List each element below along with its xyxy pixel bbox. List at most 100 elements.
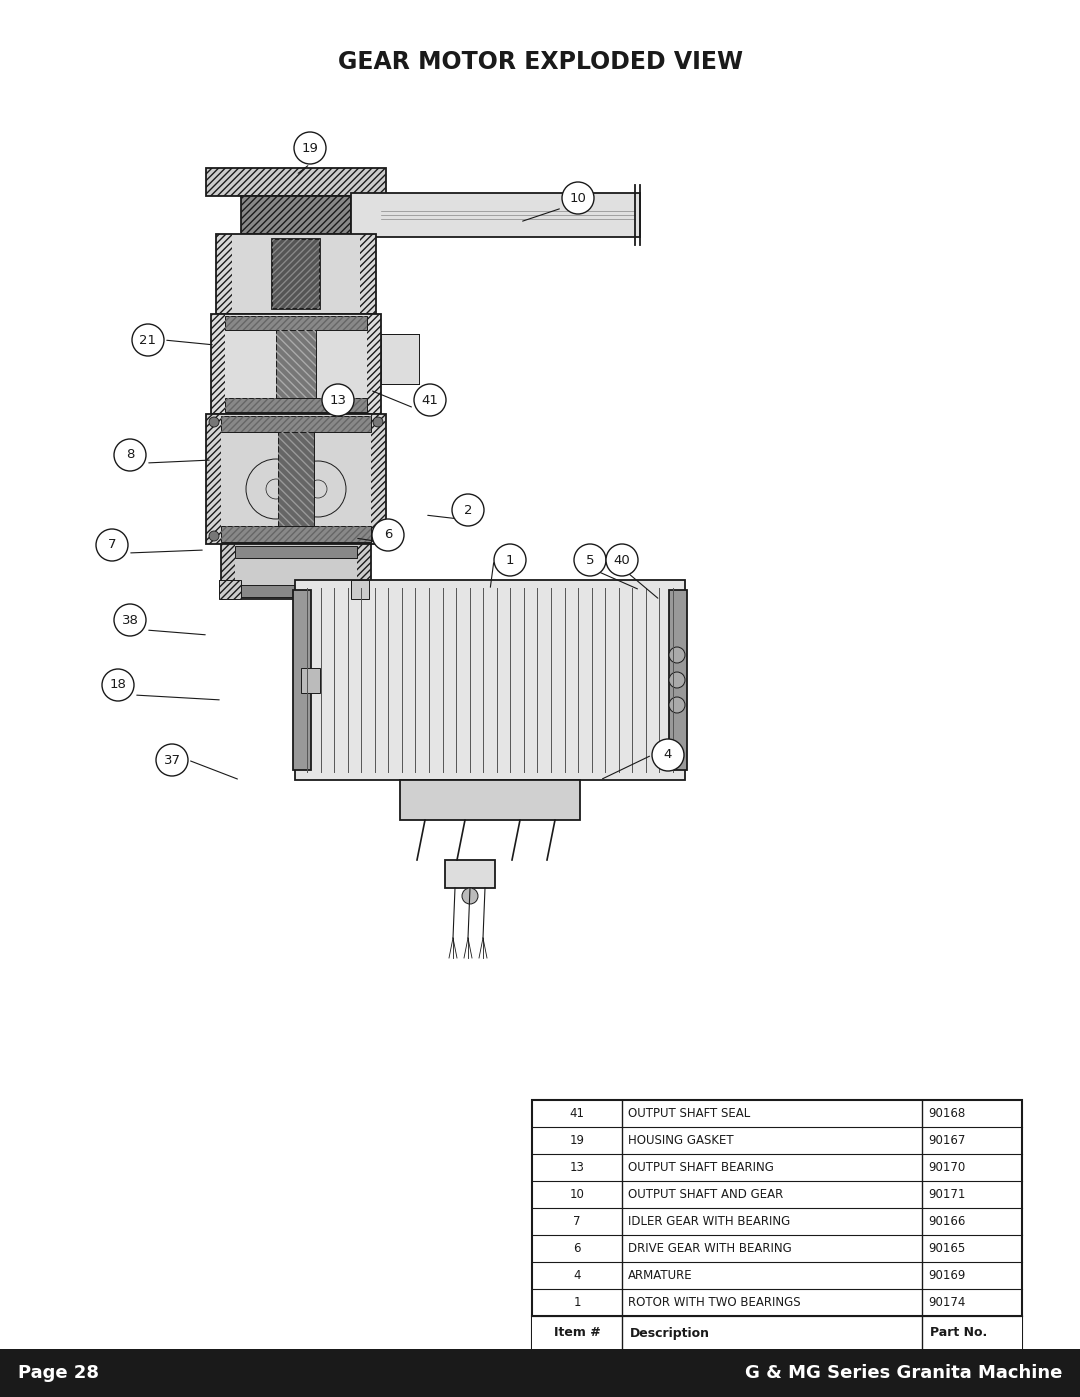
Bar: [235, 546, 357, 557]
Bar: [357, 543, 372, 599]
Text: 21: 21: [139, 334, 157, 346]
Text: G & MG Series Granita Machine: G & MG Series Granita Machine: [744, 1363, 1062, 1382]
Circle shape: [453, 495, 484, 527]
Bar: [293, 590, 311, 770]
Bar: [372, 414, 386, 543]
Bar: [221, 543, 372, 599]
Circle shape: [669, 672, 685, 687]
Text: 8: 8: [125, 448, 134, 461]
Bar: [219, 580, 241, 599]
Bar: [225, 398, 367, 412]
Bar: [221, 416, 372, 432]
Bar: [445, 861, 495, 888]
Circle shape: [669, 647, 685, 664]
Bar: [301, 668, 320, 693]
Bar: [272, 239, 320, 309]
Bar: [669, 590, 687, 770]
Bar: [206, 168, 386, 196]
Text: 19: 19: [569, 1134, 584, 1147]
Text: HOUSING GASKET: HOUSING GASKET: [627, 1134, 733, 1147]
Bar: [225, 316, 367, 330]
Circle shape: [373, 531, 383, 541]
Bar: [351, 580, 369, 599]
Text: 4: 4: [664, 749, 672, 761]
Circle shape: [102, 669, 134, 701]
Bar: [400, 780, 580, 820]
Text: 37: 37: [163, 753, 180, 767]
Circle shape: [322, 384, 354, 416]
Circle shape: [372, 520, 404, 550]
Bar: [225, 398, 367, 412]
Text: 13: 13: [569, 1161, 584, 1173]
Bar: [221, 527, 372, 542]
Bar: [278, 432, 314, 527]
Bar: [216, 235, 232, 314]
Bar: [211, 314, 381, 414]
Text: 90174: 90174: [928, 1296, 966, 1309]
Text: Description: Description: [630, 1327, 710, 1340]
Text: 90165: 90165: [928, 1242, 966, 1255]
Bar: [276, 330, 316, 398]
Text: DRIVE GEAR WITH BEARING: DRIVE GEAR WITH BEARING: [627, 1242, 792, 1255]
Bar: [367, 314, 381, 414]
Text: 13: 13: [329, 394, 347, 407]
Text: 90168: 90168: [928, 1106, 966, 1120]
Text: 90171: 90171: [928, 1187, 966, 1201]
Bar: [360, 235, 376, 314]
Circle shape: [114, 439, 146, 471]
Bar: [532, 1316, 1022, 1350]
Bar: [221, 416, 372, 432]
Text: 7: 7: [108, 538, 117, 552]
Circle shape: [573, 543, 606, 576]
Circle shape: [210, 416, 219, 427]
Text: ROTOR WITH TWO BEARINGS: ROTOR WITH TWO BEARINGS: [627, 1296, 800, 1309]
Bar: [216, 235, 376, 314]
Circle shape: [669, 697, 685, 712]
Bar: [0, 1350, 1080, 1397]
Bar: [351, 193, 640, 237]
Text: 41: 41: [569, 1106, 584, 1120]
Text: 18: 18: [109, 679, 126, 692]
Bar: [221, 543, 235, 599]
Text: Item #: Item #: [554, 1327, 600, 1340]
Text: 7: 7: [573, 1215, 581, 1228]
Bar: [381, 334, 419, 384]
Text: 10: 10: [569, 1187, 584, 1201]
Circle shape: [294, 131, 326, 163]
Bar: [225, 316, 367, 330]
Bar: [278, 432, 314, 527]
Text: 1: 1: [573, 1296, 581, 1309]
Text: ARMATURE: ARMATURE: [627, 1268, 692, 1282]
Text: GEAR MOTOR EXPLODED VIEW: GEAR MOTOR EXPLODED VIEW: [337, 50, 743, 74]
Circle shape: [494, 543, 526, 576]
Text: 4: 4: [573, 1268, 581, 1282]
Text: 1: 1: [505, 553, 514, 567]
Text: 90166: 90166: [928, 1215, 966, 1228]
Bar: [211, 314, 225, 414]
Text: 6: 6: [383, 528, 392, 542]
Bar: [241, 196, 351, 235]
Circle shape: [373, 416, 383, 427]
Bar: [295, 580, 685, 780]
Bar: [219, 580, 241, 599]
Text: 5: 5: [585, 553, 594, 567]
Circle shape: [96, 529, 129, 562]
Text: 6: 6: [573, 1242, 581, 1255]
Bar: [206, 168, 386, 196]
Circle shape: [606, 543, 638, 576]
Circle shape: [114, 604, 146, 636]
Bar: [532, 1099, 1022, 1350]
Text: OUTPUT SHAFT BEARING: OUTPUT SHAFT BEARING: [627, 1161, 774, 1173]
Text: Part No.: Part No.: [930, 1327, 987, 1340]
Text: OUTPUT SHAFT AND GEAR: OUTPUT SHAFT AND GEAR: [627, 1187, 783, 1201]
Text: 2: 2: [463, 503, 472, 517]
Bar: [241, 196, 351, 235]
Bar: [206, 414, 386, 543]
Text: 90169: 90169: [928, 1268, 966, 1282]
Circle shape: [652, 739, 684, 771]
Text: 41: 41: [421, 394, 438, 407]
Text: 38: 38: [122, 613, 138, 626]
Circle shape: [562, 182, 594, 214]
Text: 40: 40: [613, 553, 631, 567]
Text: 19: 19: [301, 141, 319, 155]
